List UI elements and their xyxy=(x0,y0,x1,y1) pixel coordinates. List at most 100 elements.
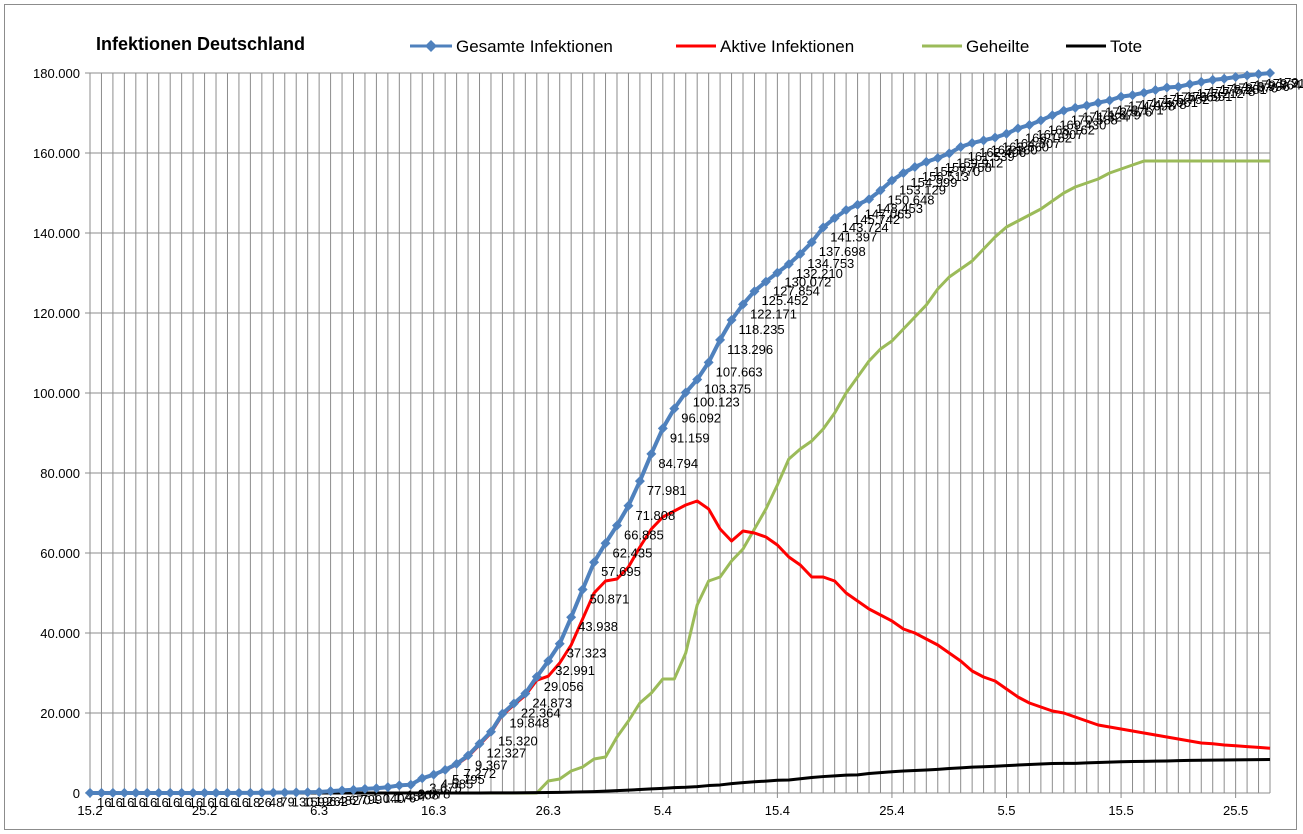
data-point-marker xyxy=(669,403,680,414)
data-label: 145.742 xyxy=(853,212,900,227)
data-point-marker xyxy=(291,787,302,798)
data-point-marker xyxy=(233,787,244,798)
y-tick-label: 0 xyxy=(73,786,80,801)
data-point-marker xyxy=(188,787,199,798)
data-point-marker xyxy=(211,787,222,798)
data-label: 16 xyxy=(234,795,248,810)
data-point-marker xyxy=(990,132,1001,143)
data-point-marker xyxy=(1058,105,1069,116)
data-point-marker xyxy=(85,787,95,798)
data-label: 16 xyxy=(166,795,180,810)
data-point-marker xyxy=(1047,110,1058,121)
legend: Gesamte Infektionen Aktive Infektionen G… xyxy=(410,37,1142,56)
series-line-tote xyxy=(90,757,1271,795)
data-point-marker xyxy=(107,787,118,798)
data-point-marker xyxy=(898,168,909,179)
data-label: 156.513 xyxy=(922,169,969,184)
data-label: 166.152 xyxy=(1025,130,1072,145)
data-label: 7.272 xyxy=(464,766,497,781)
data-point-marker xyxy=(909,161,920,172)
y-tick-label: 180.000 xyxy=(33,66,80,81)
y-tick-label: 60.000 xyxy=(40,546,80,561)
data-point-marker xyxy=(1253,69,1264,80)
data-label: 3.675 xyxy=(429,780,462,795)
data-point-marker xyxy=(222,787,233,798)
data-point-marker xyxy=(1230,72,1241,83)
data-point-marker xyxy=(715,334,726,345)
data-point-marker xyxy=(520,688,531,699)
data-label: 16 xyxy=(154,795,168,810)
data-label: 91.159 xyxy=(670,430,710,445)
data-label: 103.375 xyxy=(704,382,751,397)
data-label: 169.430 xyxy=(1059,117,1106,132)
data-point-marker xyxy=(1081,100,1092,111)
data-point-marker xyxy=(864,194,875,205)
data-label: 150.648 xyxy=(887,192,934,207)
data-point-marker xyxy=(359,783,370,794)
data-label: 5.795 xyxy=(452,772,485,787)
data-point-marker xyxy=(314,786,325,797)
data-label: 15.320 xyxy=(498,734,538,749)
data-point-marker xyxy=(749,286,760,297)
data-point-marker xyxy=(978,135,989,146)
legend-item-gesamte: Gesamte Infektionen xyxy=(410,37,613,56)
data-point-marker xyxy=(256,787,267,798)
y-tick-label: 160.000 xyxy=(33,146,80,161)
data-label: 143.724 xyxy=(842,220,889,235)
data-label: 262 xyxy=(326,794,348,809)
data-point-marker xyxy=(268,787,279,798)
data-label: 16 xyxy=(189,795,203,810)
data-label: 179.364 xyxy=(1254,78,1301,93)
data-label: 163.160 xyxy=(991,142,1038,157)
data-label: 29.056 xyxy=(544,679,584,694)
data-point-marker xyxy=(1161,82,1172,93)
legend-label-aktive: Aktive Infektionen xyxy=(720,37,854,56)
data-label: 19.848 xyxy=(509,716,549,731)
data-point-marker xyxy=(566,612,577,623)
data-label-layer: 1616161616161616161616161618264879130159… xyxy=(97,75,1303,810)
series-line-aktive xyxy=(90,499,1271,795)
data-label: 175.752 xyxy=(1162,92,1209,107)
data-label: 96.092 xyxy=(681,411,721,426)
data-label: 66.885 xyxy=(624,527,664,542)
data-point-marker xyxy=(394,780,405,791)
data-label: 176.369 xyxy=(1174,90,1221,105)
data-point-marker xyxy=(1196,76,1207,87)
data-point-marker xyxy=(531,671,542,682)
data-point-marker xyxy=(382,782,393,793)
data-label: 26 xyxy=(257,795,271,810)
data-point-marker xyxy=(554,638,565,649)
x-tick-label: 25.4 xyxy=(879,803,904,818)
data-point-marker xyxy=(623,500,634,511)
data-label: 170.588 xyxy=(1071,113,1118,128)
data-label: 141.397 xyxy=(830,229,877,244)
data-point-marker xyxy=(1001,128,1012,139)
data-point-marker xyxy=(611,520,622,531)
x-tick-label: 15.2 xyxy=(77,803,102,818)
data-label: 177.212 xyxy=(1197,86,1244,101)
y-tick-label: 140.000 xyxy=(33,226,80,241)
data-point-marker xyxy=(245,787,256,798)
data-label: 179.986 xyxy=(1277,75,1303,90)
legend-item-aktive: Aktive Infektionen xyxy=(676,37,854,56)
data-label: 16 xyxy=(120,795,134,810)
data-label: 163.860 xyxy=(1002,140,1049,155)
data-point-marker xyxy=(142,787,153,798)
data-point-marker xyxy=(680,387,691,398)
data-label: 107.663 xyxy=(716,364,763,379)
y-tick-label: 120.000 xyxy=(33,306,80,321)
data-point-marker xyxy=(508,698,519,709)
data-label: 16 xyxy=(97,795,111,810)
data-point-marker xyxy=(921,156,932,167)
data-label: 132.210 xyxy=(796,266,843,281)
axis-layer: 0 20.000 40.000 60.000 80.000 100.000 120.000 1… xyxy=(33,66,1270,818)
data-point-marker xyxy=(153,787,164,798)
data-label: 16 xyxy=(131,795,145,810)
data-label: 137.698 xyxy=(819,244,866,259)
x-tick-label: 25.2 xyxy=(192,803,217,818)
data-label: 148.453 xyxy=(876,201,923,216)
data-point-marker xyxy=(1012,123,1023,134)
data-point-marker xyxy=(967,138,978,149)
data-point-marker xyxy=(176,787,187,798)
data-label: 118.235 xyxy=(739,322,785,337)
